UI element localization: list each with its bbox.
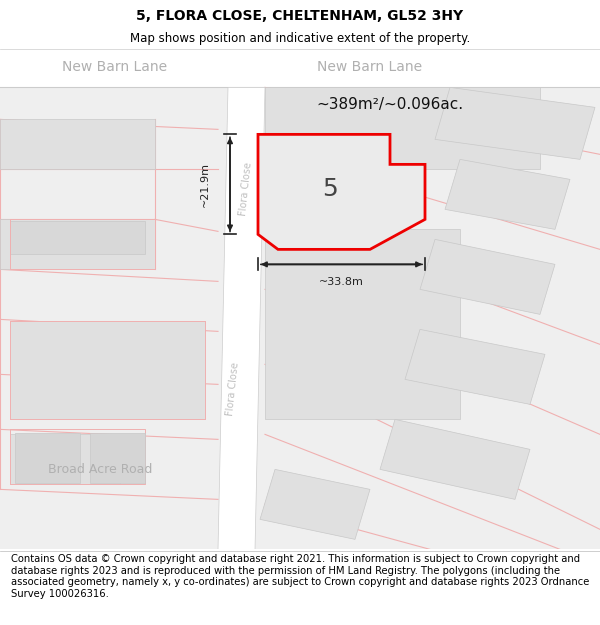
Text: ~21.9m: ~21.9m bbox=[200, 162, 210, 207]
Polygon shape bbox=[0, 219, 155, 269]
Polygon shape bbox=[10, 221, 145, 254]
Polygon shape bbox=[435, 88, 595, 159]
Polygon shape bbox=[265, 229, 460, 419]
Polygon shape bbox=[420, 239, 555, 314]
Polygon shape bbox=[260, 469, 370, 539]
Polygon shape bbox=[380, 419, 530, 499]
Text: 5: 5 bbox=[322, 177, 338, 201]
Polygon shape bbox=[10, 321, 205, 419]
Polygon shape bbox=[0, 119, 155, 169]
Text: Broad Acre Road: Broad Acre Road bbox=[48, 463, 152, 476]
Text: ~389m²/~0.096ac.: ~389m²/~0.096ac. bbox=[316, 97, 464, 112]
Polygon shape bbox=[15, 433, 80, 483]
Bar bbox=[0, 49, 600, 88]
Text: New Barn Lane: New Barn Lane bbox=[317, 61, 422, 74]
Polygon shape bbox=[405, 329, 545, 404]
Polygon shape bbox=[445, 159, 570, 229]
Text: Contains OS data © Crown copyright and database right 2021. This information is : Contains OS data © Crown copyright and d… bbox=[11, 554, 589, 599]
Text: ~33.8m: ~33.8m bbox=[319, 278, 364, 288]
Text: Map shows position and indicative extent of the property.: Map shows position and indicative extent… bbox=[130, 32, 470, 45]
Text: 5, FLORA CLOSE, CHELTENHAM, GL52 3HY: 5, FLORA CLOSE, CHELTENHAM, GL52 3HY bbox=[136, 9, 464, 22]
Text: Flora Close: Flora Close bbox=[225, 362, 241, 417]
Polygon shape bbox=[258, 134, 425, 249]
Polygon shape bbox=[10, 434, 120, 484]
Polygon shape bbox=[90, 433, 145, 483]
Text: New Barn Lane: New Barn Lane bbox=[62, 61, 167, 74]
Polygon shape bbox=[218, 88, 265, 549]
Polygon shape bbox=[265, 88, 540, 169]
Text: Flora Close: Flora Close bbox=[238, 162, 254, 217]
